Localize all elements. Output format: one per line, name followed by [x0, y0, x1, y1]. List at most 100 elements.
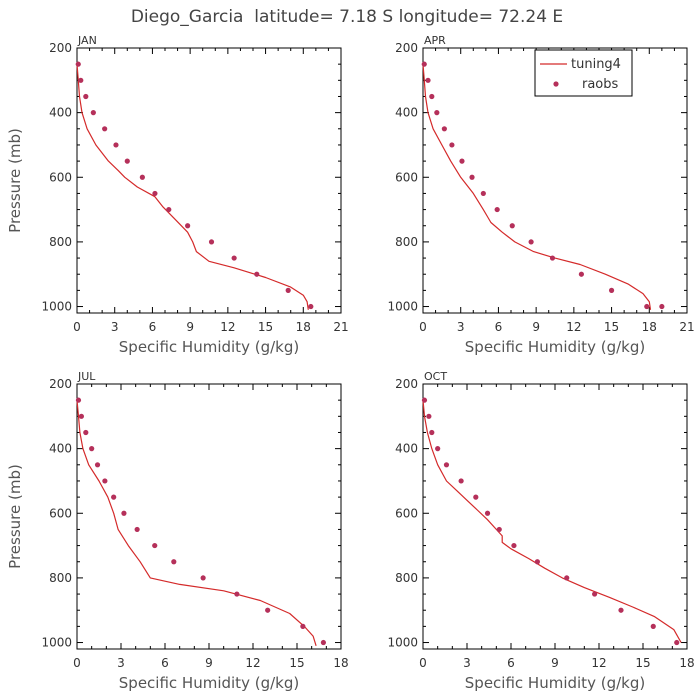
x-axis-label: Specific Humidity (g/kg): [465, 338, 645, 356]
data-point-raobs: [121, 510, 127, 516]
data-point-raobs: [429, 93, 435, 100]
plot-frame: [76, 47, 342, 314]
data-point-raobs: [102, 478, 108, 484]
data-point-raobs: [494, 206, 500, 213]
data-point-raobs: [528, 239, 534, 245]
x-tick-label: 12: [220, 320, 235, 334]
data-point-raobs: [320, 639, 326, 646]
x-tick-label: 6: [149, 320, 157, 334]
x-tick-label: 3: [463, 656, 471, 670]
y-tick-label: 800: [395, 235, 418, 249]
data-point-raobs: [469, 174, 475, 180]
y-tick-label: 400: [49, 106, 72, 120]
x-tick-label: 21: [333, 320, 348, 334]
data-point-raobs: [618, 607, 624, 613]
data-point-raobs: [78, 77, 84, 83]
data-point-raobs: [94, 462, 101, 468]
data-point-raobs: [644, 303, 650, 310]
x-tick-label: 6: [495, 320, 503, 334]
x-tick-label: 0: [419, 320, 427, 334]
data-point-raobs: [511, 542, 517, 549]
x-tick-label: 12: [245, 656, 260, 670]
x-tick-label: 9: [532, 320, 540, 334]
data-point-raobs: [208, 239, 215, 245]
data-point-raobs: [78, 413, 84, 419]
data-point-raobs: [578, 271, 585, 277]
plot-frame: [76, 383, 342, 650]
data-point-raobs: [111, 494, 117, 500]
data-point-raobs: [265, 607, 271, 613]
panel-label: JUL: [77, 370, 96, 383]
data-point-raobs: [429, 429, 435, 436]
x-axis-label: Specific Humidity (g/kg): [119, 338, 299, 356]
y-tick-label: 400: [395, 442, 418, 456]
y-tick-label: 1000: [41, 636, 72, 650]
series-line-tuning4: [76, 400, 317, 646]
data-point-raobs: [300, 623, 306, 629]
data-point-raobs: [473, 494, 479, 500]
legend-label-raobs: raobs: [582, 77, 619, 92]
x-tick-label: 0: [73, 320, 81, 334]
data-point-raobs: [90, 110, 96, 116]
data-point-raobs: [421, 61, 427, 67]
x-tick-label: 6: [161, 656, 169, 670]
data-point-raobs: [564, 575, 570, 581]
data-point-raobs: [75, 61, 81, 67]
y-tick-label: 800: [49, 571, 72, 585]
data-point-raobs: [441, 126, 447, 132]
data-point-raobs: [231, 255, 237, 261]
panel-apr: APR 0 3 6 9 12 15 18 21 200 400 600 800 1000 Specific …: [387, 34, 694, 356]
x-tick-label: 21: [679, 320, 694, 334]
y-tick-label: 1000: [387, 300, 418, 314]
x-tick-label: 18: [333, 656, 348, 670]
panel-label: APR: [424, 34, 446, 47]
data-point-raobs: [534, 559, 541, 565]
panel-label: JAN: [77, 34, 97, 47]
x-tick-label: 18: [296, 320, 311, 334]
y-tick-label: 600: [49, 170, 72, 184]
x-tick-label: 9: [551, 656, 559, 670]
y-tick-label: 800: [49, 235, 72, 249]
panel-oct: OCT 0 3 6 9 12 15 18 200 400 600 800 1000 Specific Hu…: [387, 370, 694, 692]
data-point-raobs: [592, 591, 598, 597]
legend-marker-swatch: [553, 81, 559, 87]
data-point-raobs: [308, 303, 314, 310]
x-tick-label: 3: [111, 320, 119, 334]
data-point-raobs: [650, 623, 656, 629]
x-tick-label: 15: [604, 320, 619, 334]
panel-jul: JUL 0 3 6 9 12 15 18 200 400 600 800 1000 Specific Hu…: [6, 370, 349, 692]
data-point-raobs: [549, 255, 556, 261]
panel-jan: JAN 0 3 6 9 12 15 18 21 200 400 600 800 1000 Specific …: [6, 34, 349, 356]
data-point-raobs: [152, 542, 158, 549]
data-point-raobs: [425, 77, 431, 83]
data-point-raobs: [459, 158, 465, 164]
data-point-raobs: [75, 397, 82, 403]
y-tick-label: 1000: [387, 636, 418, 650]
y-tick-label: 200: [49, 377, 72, 391]
x-tick-label: 3: [457, 320, 465, 334]
y-axis-label: Pressure (mb): [6, 128, 24, 233]
y-tick-label: 200: [395, 377, 418, 391]
x-tick-label: 0: [419, 656, 427, 670]
x-tick-label: 6: [507, 656, 515, 670]
x-tick-label: 15: [635, 656, 650, 670]
x-axis-label: Specific Humidity (g/kg): [465, 674, 645, 692]
plot-frame: [422, 383, 688, 650]
data-point-raobs: [171, 559, 177, 565]
x-tick-label: 12: [591, 656, 606, 670]
legend: tuning4 raobs: [534, 49, 633, 97]
x-tick-label: 18: [679, 656, 694, 670]
data-point-raobs: [434, 110, 440, 116]
x-tick-label: 0: [73, 656, 81, 670]
y-tick-label: 200: [395, 41, 418, 55]
x-tick-label: 3: [117, 656, 125, 670]
x-tick-label: 9: [205, 656, 213, 670]
data-point-raobs: [166, 206, 172, 213]
data-point-raobs: [608, 287, 615, 293]
x-tick-label: 18: [642, 320, 657, 334]
x-axis-label: Specific Humidity (g/kg): [119, 674, 299, 692]
data-point-raobs: [83, 429, 89, 436]
y-tick-label: 400: [395, 106, 418, 120]
data-point-raobs: [484, 510, 491, 516]
